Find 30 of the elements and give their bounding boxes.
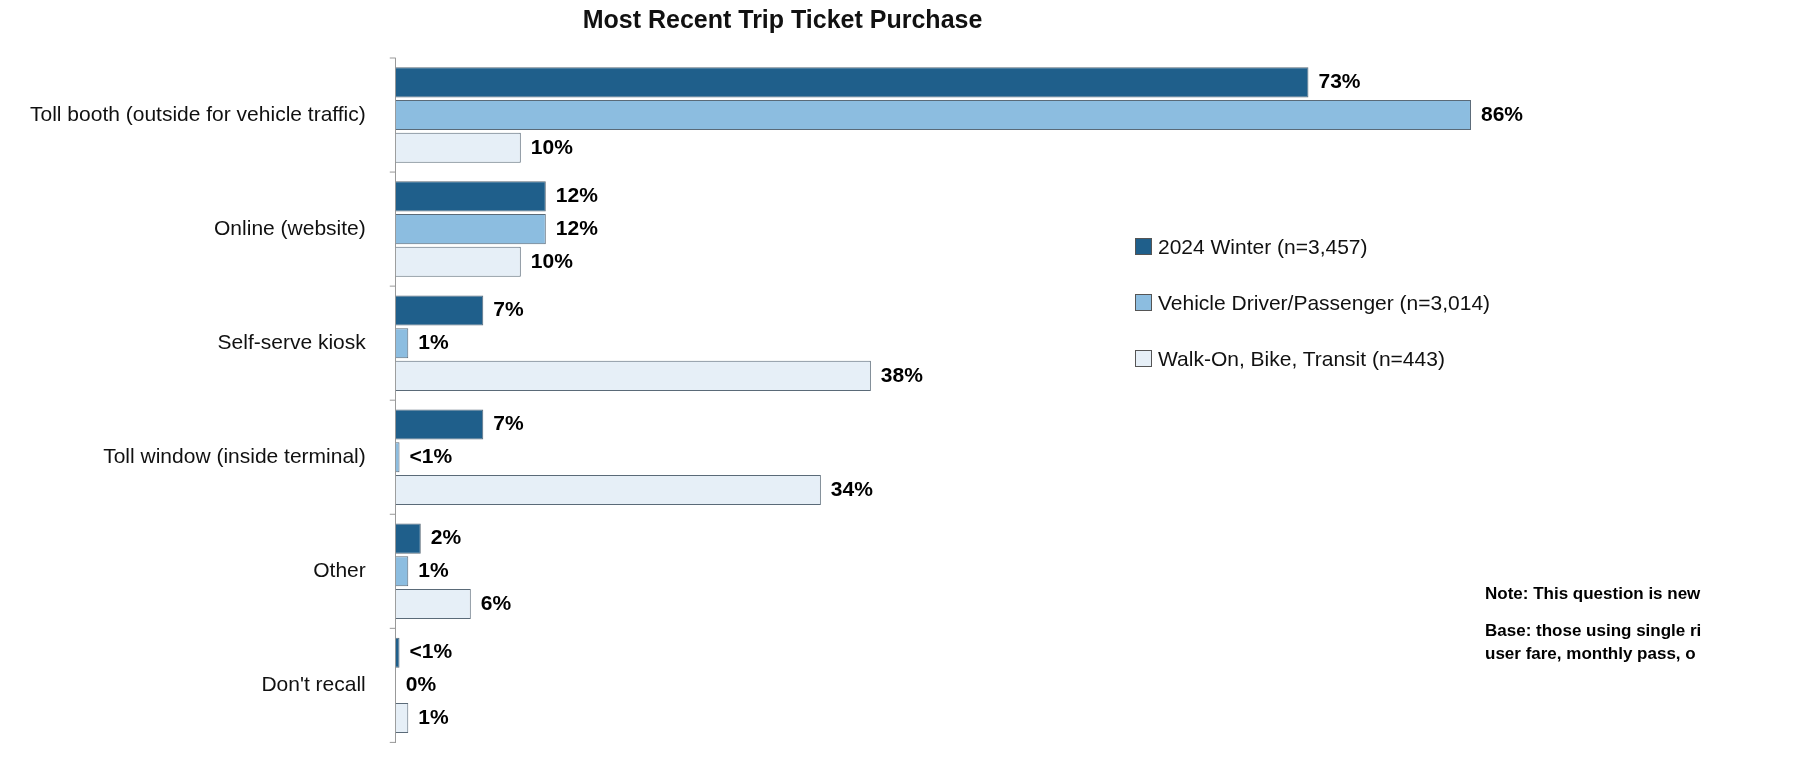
data-label: 1% (418, 329, 449, 353)
data-label: 10% (530, 134, 574, 158)
data-label: 0% (405, 672, 437, 696)
y-tick-label: Toll booth (outside for vehicle traffic) (29, 101, 366, 125)
data-label: 7% (493, 297, 524, 321)
data-label: 10% (530, 248, 574, 272)
text: Base: those using single ri user fare, monthly pass, o (1485, 620, 1703, 665)
data-label: 12% (555, 215, 599, 239)
data-label: 2% (430, 525, 462, 549)
legend-label: Walk-On, Bike, Transit (n=443) (1158, 346, 1445, 371)
data-label: 1% (418, 704, 449, 728)
y-tick-label: Toll window (inside terminal) (103, 444, 366, 468)
legend-label: Vehicle Driver/Passenger (n=3,014) (1158, 290, 1491, 315)
legend-label: 2024 Winter (n=3,457) (1158, 234, 1368, 259)
text: Note: This question is new (1485, 583, 1702, 605)
data-label: <1% (409, 444, 453, 468)
chart-title: Most Recent Trip Ticket Purchase (582, 4, 983, 33)
data-label: 34% (830, 476, 874, 500)
data-label: 6% (480, 590, 512, 614)
data-label: 12% (555, 183, 599, 207)
y-tick-label: Don't recall (261, 672, 366, 696)
data-label: 73% (1318, 69, 1361, 93)
data-label: 86% (1480, 101, 1524, 125)
y-tick-label: Online (website) (214, 215, 366, 239)
data-label: 38% (880, 362, 924, 386)
data-label: 1% (418, 558, 449, 582)
y-tick-label: Other (313, 558, 366, 582)
data-label: 7% (493, 411, 524, 435)
y-tick-label: Self-serve kiosk (217, 329, 367, 353)
data-label: <1% (409, 639, 453, 663)
